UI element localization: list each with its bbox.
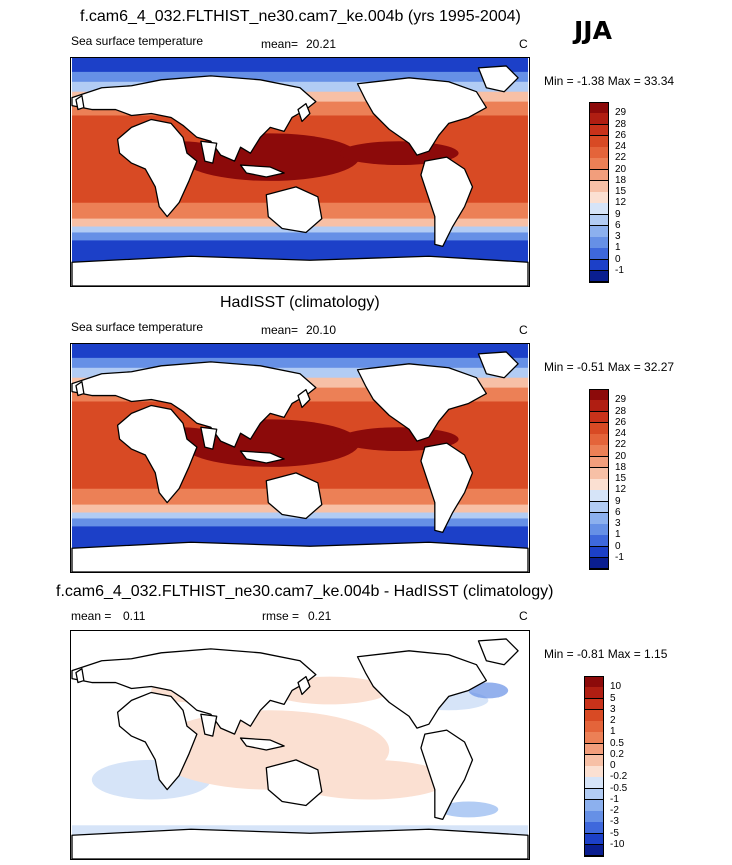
colorbar-label: 1 — [610, 726, 616, 738]
colorbar-label: -1 — [615, 264, 624, 276]
colorbar-label: 0.2 — [610, 748, 624, 760]
colorbar-label: 29 — [615, 107, 627, 119]
panel3-rmse-value: 0.21 — [308, 609, 332, 623]
panel3-units: C — [519, 609, 528, 623]
colorbar-label: -2 — [610, 805, 619, 816]
colorbar-label: 22 — [615, 152, 627, 164]
panel2-mean-label: mean= — [261, 323, 299, 337]
colorbar-label: 12 — [615, 197, 627, 209]
panel2-minmax: Min = -0.51 Max = 32.27 — [544, 360, 675, 374]
colorbar-label: 10 — [610, 681, 622, 693]
colorbar-label: -5 — [610, 827, 619, 839]
panel3-mean-value: 0.11 — [123, 609, 146, 623]
panel3-map — [70, 630, 530, 860]
panel1-minmax: Min = -1.38 Max = 33.34 — [544, 74, 675, 88]
colorbar-label: -10 — [610, 838, 625, 850]
panel2-title: HadISST (climatology) — [220, 294, 380, 311]
colorbar-label: 15 — [615, 473, 627, 484]
colorbar-label: 1 — [615, 242, 621, 254]
colorbar-frame — [584, 676, 604, 856]
panel1-mean-value: 20.21 — [306, 37, 337, 51]
colorbar-label: 2 — [610, 715, 616, 726]
colorbar-label: 24 — [615, 141, 627, 152]
panel3-minmax: Min = -0.81 Max = 1.15 — [544, 647, 668, 661]
colorbar-label: 0.5 — [610, 737, 624, 749]
colorbar-label: 22 — [615, 439, 627, 451]
colorbar-label: 9 — [615, 208, 621, 220]
colorbar-label: 15 — [615, 186, 627, 197]
colorbar-label: -1 — [610, 793, 619, 805]
colorbar-label: 24 — [615, 428, 627, 439]
panel1-units: C — [519, 37, 528, 51]
colorbar-label: 29 — [615, 394, 627, 406]
season-label: JJA — [574, 16, 612, 45]
colorbar-label: 28 — [615, 118, 627, 130]
panel1-variable: Sea surface temperature — [71, 34, 204, 48]
panel1-map — [70, 57, 530, 287]
colorbar-label: -3 — [610, 816, 619, 828]
panel3-mean-label: mean = — [71, 609, 112, 623]
colorbar-label: 6 — [615, 506, 621, 518]
colorbar-label: 26 — [615, 129, 627, 141]
colorbar-label: 0 — [615, 253, 621, 265]
colorbar-label: 3 — [615, 231, 621, 242]
colorbar-swatch — [589, 270, 609, 283]
panel2-mean-value: 20.10 — [306, 323, 337, 337]
colorbar-label: 5 — [610, 692, 616, 704]
colorbar-frame — [589, 102, 609, 282]
panel2-colorbar: 29 28 26 24 22 20 18 15 12 9 6 3 1 0 -1 — [589, 389, 649, 570]
panel3-rmse-label: rmse = — [262, 609, 300, 623]
colorbar-label: 3 — [615, 518, 621, 529]
panel2-variable: Sea surface temperature — [71, 320, 204, 334]
panel1-title: f.cam6_4_032.FLTHIST_ne30.cam7_ke.004b (… — [80, 8, 521, 25]
colorbar-label: 20 — [615, 450, 627, 462]
colorbar-label: 18 — [615, 461, 627, 473]
colorbar-frame — [589, 389, 609, 569]
panel3-colorbar: 10 5 3 2 1 0.5 0.2 0 -0.2 -0.5 -1 -2 -3 -5 -10 — [584, 676, 644, 857]
colorbar-label: -1 — [615, 551, 624, 563]
colorbar-label: 3 — [610, 703, 616, 715]
colorbar-label: -0.2 — [610, 771, 628, 783]
panel2-units: C — [519, 323, 528, 337]
panel3-title: f.cam6_4_032.FLTHIST_ne30.cam7_ke.004b -… — [56, 583, 554, 600]
panel2-map — [70, 343, 530, 573]
colorbar-label: 18 — [615, 174, 627, 186]
colorbar-label: 0 — [615, 540, 621, 552]
panel1-mean-label: mean= — [261, 37, 299, 51]
colorbar-label: 0 — [610, 760, 616, 771]
colorbar-swatch — [584, 844, 604, 857]
colorbar-swatch — [589, 557, 609, 570]
colorbar-label: 1 — [615, 529, 621, 541]
colorbar-label: 6 — [615, 219, 621, 231]
colorbar-label: 26 — [615, 416, 627, 428]
panel1-colorbar: 29 28 26 24 22 20 18 15 12 9 6 3 1 0 -1 — [589, 102, 649, 283]
colorbar-label: 28 — [615, 405, 627, 417]
colorbar-label: 12 — [615, 484, 627, 496]
colorbar-label: 9 — [615, 495, 621, 507]
colorbar-label: 20 — [615, 163, 627, 175]
colorbar-label: -0.5 — [610, 782, 628, 794]
